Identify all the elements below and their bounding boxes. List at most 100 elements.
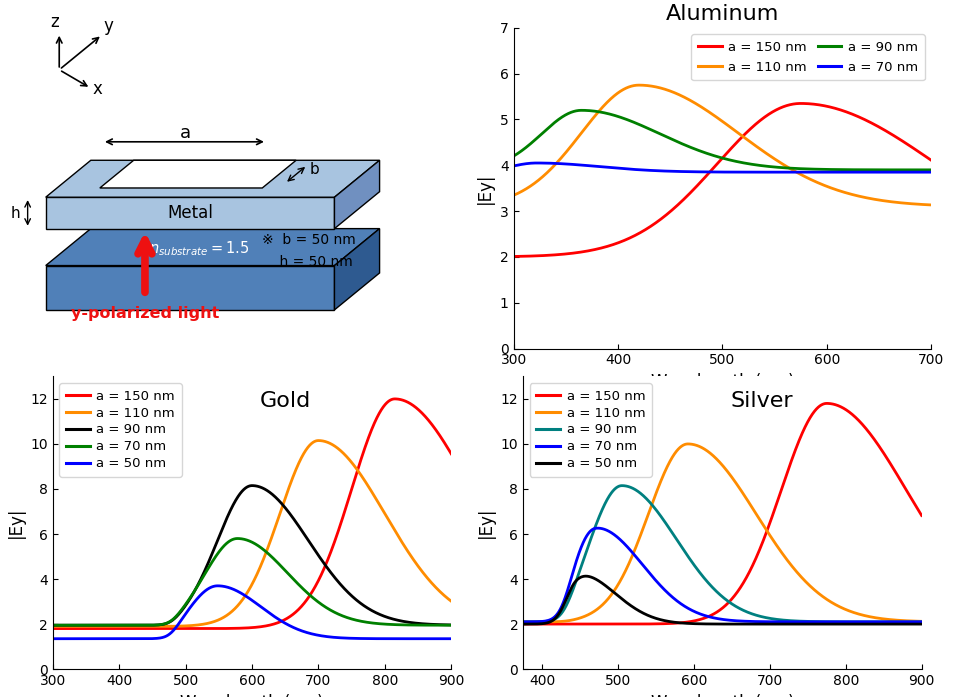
a = 150 nm	[92, 625, 104, 633]
a = 150 nm	[821, 399, 832, 408]
a = 50 nm	[438, 634, 449, 643]
a = 90 nm	[438, 620, 449, 629]
Text: y-polarized light: y-polarized light	[71, 306, 219, 321]
a = 110 nm	[918, 200, 929, 208]
a = 150 nm	[925, 156, 937, 164]
a = 70 nm	[687, 607, 699, 615]
X-axis label: Wavelength (nm): Wavelength (nm)	[651, 694, 794, 697]
Line: a = 110 nm: a = 110 nm	[514, 85, 931, 205]
Text: z: z	[50, 13, 60, 31]
a = 150 nm	[395, 395, 406, 404]
a = 110 nm	[556, 154, 567, 162]
a = 90 nm	[668, 136, 680, 144]
a = 50 nm	[47, 634, 59, 643]
X-axis label: Wavelength (nm): Wavelength (nm)	[180, 694, 324, 697]
a = 110 nm	[865, 613, 876, 621]
a = 70 nm	[918, 168, 929, 176]
a = 110 nm	[873, 196, 884, 204]
a = 50 nm	[445, 634, 457, 643]
Legend: a = 150 nm, a = 110 nm, a = 90 nm, a = 70 nm: a = 150 nm, a = 110 nm, a = 90 nm, a = 7…	[691, 34, 924, 80]
a = 90 nm	[47, 621, 59, 629]
Title: Aluminum: Aluminum	[665, 3, 780, 24]
a = 50 nm	[116, 634, 128, 643]
Line: a = 90 nm: a = 90 nm	[523, 486, 922, 622]
a = 70 nm	[517, 618, 529, 626]
Y-axis label: |Ey|: |Ey|	[477, 507, 495, 539]
a = 110 nm	[687, 441, 699, 449]
a = 110 nm	[395, 536, 406, 544]
Line: a = 70 nm: a = 70 nm	[523, 528, 922, 622]
a = 70 nm	[873, 168, 884, 176]
a = 70 nm	[925, 168, 937, 176]
Line: a = 50 nm: a = 50 nm	[53, 586, 451, 638]
a = 150 nm	[47, 625, 59, 633]
a = 90 nm	[200, 565, 211, 573]
a = 70 nm	[200, 569, 211, 577]
a = 150 nm	[200, 625, 211, 633]
a = 110 nm	[313, 436, 324, 445]
a = 90 nm	[576, 106, 588, 114]
a = 70 nm	[395, 620, 406, 629]
a = 150 nm	[686, 187, 698, 195]
Text: y: y	[104, 17, 114, 35]
a = 50 nm	[395, 634, 406, 643]
a = 90 nm	[670, 535, 682, 543]
a = 110 nm	[445, 597, 457, 606]
a = 90 nm	[616, 482, 628, 490]
Text: ※  b = 50 nm: ※ b = 50 nm	[262, 233, 356, 247]
a = 90 nm	[873, 166, 884, 174]
a = 150 nm	[389, 395, 400, 403]
a = 70 nm	[592, 524, 604, 533]
a = 110 nm	[116, 622, 128, 631]
a = 70 nm	[217, 543, 228, 551]
a = 150 nm	[687, 617, 699, 625]
Text: Gold: Gold	[260, 391, 311, 411]
Text: Metal: Metal	[167, 204, 213, 222]
a = 150 nm	[517, 620, 529, 628]
a = 110 nm	[580, 123, 591, 131]
a = 150 nm	[508, 252, 519, 261]
Y-axis label: |Ey|: |Ey|	[7, 507, 25, 539]
a = 90 nm	[517, 618, 529, 626]
a = 70 nm	[531, 159, 542, 167]
a = 150 nm	[556, 250, 567, 259]
a = 90 nm	[687, 560, 699, 568]
a = 110 nm	[683, 440, 694, 448]
a = 50 nm	[212, 582, 224, 590]
Line: a = 70 nm: a = 70 nm	[514, 163, 931, 172]
a = 110 nm	[563, 616, 574, 625]
Legend: a = 150 nm, a = 110 nm, a = 90 nm, a = 70 nm, a = 50 nm: a = 150 nm, a = 110 nm, a = 90 nm, a = 7…	[530, 383, 652, 477]
a = 110 nm	[92, 622, 104, 631]
Line: a = 150 nm: a = 150 nm	[514, 103, 931, 256]
a = 90 nm	[217, 523, 228, 532]
a = 50 nm	[587, 574, 598, 582]
a = 110 nm	[916, 617, 927, 625]
a = 150 nm	[908, 498, 920, 507]
a = 90 nm	[563, 597, 574, 605]
a = 90 nm	[508, 152, 519, 160]
a = 90 nm	[581, 106, 592, 114]
a = 150 nm	[916, 512, 927, 520]
Polygon shape	[46, 229, 379, 266]
a = 150 nm	[795, 99, 806, 107]
a = 70 nm	[686, 167, 698, 176]
a = 90 nm	[116, 621, 128, 629]
a = 70 nm	[563, 583, 574, 591]
a = 70 nm	[47, 621, 59, 629]
Polygon shape	[46, 266, 334, 310]
a = 150 nm	[563, 620, 574, 628]
a = 50 nm	[916, 620, 927, 628]
a = 50 nm	[580, 572, 591, 581]
a = 150 nm	[873, 123, 884, 131]
a = 70 nm	[670, 596, 682, 604]
a = 70 nm	[445, 621, 457, 629]
a = 50 nm	[897, 620, 908, 628]
a = 90 nm	[556, 114, 567, 122]
a = 110 nm	[634, 81, 645, 89]
a = 90 nm	[865, 618, 876, 626]
Line: a = 110 nm: a = 110 nm	[523, 444, 922, 622]
X-axis label: Wavelength (nm): Wavelength (nm)	[651, 373, 794, 391]
a = 150 nm	[116, 625, 128, 633]
Line: a = 150 nm: a = 150 nm	[53, 399, 451, 629]
a = 110 nm	[668, 89, 680, 97]
